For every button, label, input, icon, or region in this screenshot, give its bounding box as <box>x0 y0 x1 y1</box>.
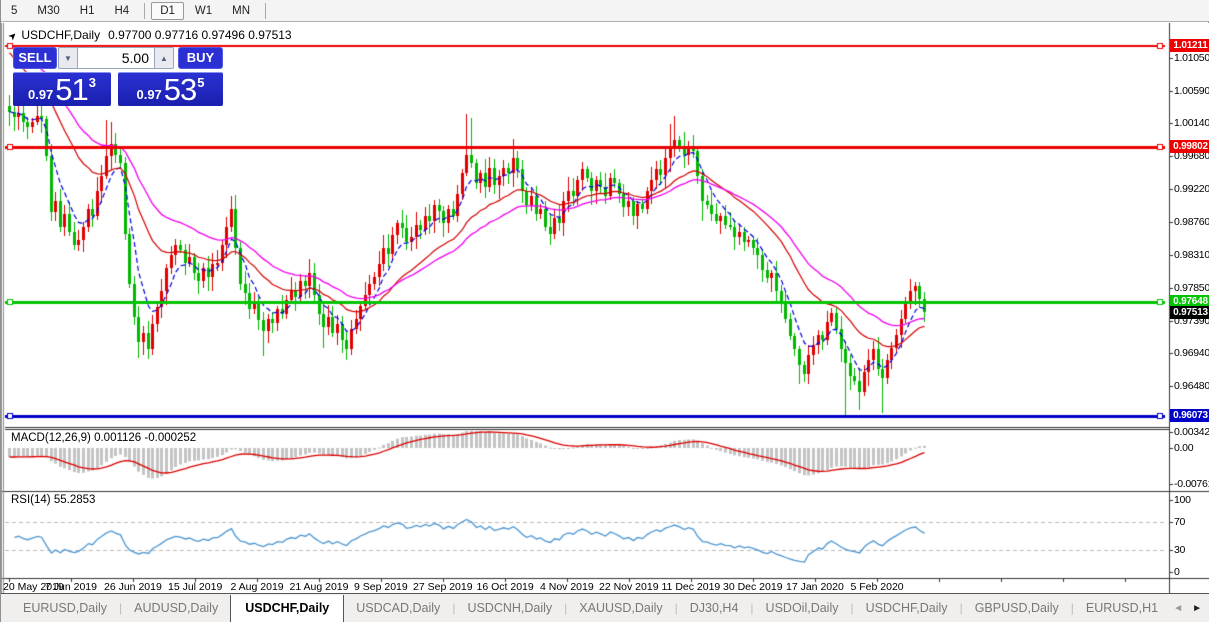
hline-price-tag[interactable]: 0.96073 <box>1170 409 1209 422</box>
price-chart-canvas[interactable] <box>1 23 1209 593</box>
bid-price-prefix: 0.97 <box>27 87 54 102</box>
date-axis-label: 21 Aug 2019 <box>289 581 349 593</box>
price-axis-tick-label: 0.99680 <box>1174 150 1209 162</box>
macd-label: MACD(12,26,9) <box>11 432 91 444</box>
chart-title: ➤USDCHF,Daily 0.97700 0.97716 0.97496 0.9… <box>6 28 292 44</box>
sell-button[interactable]: SELL <box>13 47 57 69</box>
chart-window: ➤USDCHF,Daily 0.97700 0.97716 0.97496 0.9… <box>1 23 1209 593</box>
timeframe-button-m30[interactable]: M30 <box>37 4 60 17</box>
tab-separator: | <box>750 601 754 615</box>
timeframe-button-w1[interactable]: W1 <box>194 4 213 17</box>
tab-separator: | <box>119 601 123 615</box>
toolbar-separator <box>265 2 267 19</box>
tab-scroll-controls: ◄ ► <box>1165 594 1209 622</box>
date-axis-label: 4 Nov 2019 <box>540 581 594 593</box>
volume-decrease-button[interactable]: ▼ <box>58 47 78 69</box>
timeframe-button-mn[interactable]: MN <box>232 4 251 17</box>
date-axis-label: 2 Aug 2019 <box>230 581 284 593</box>
tab-separator: | <box>959 601 963 615</box>
chart-ohlc-values: 0.97700 0.97716 0.97496 0.97513 <box>108 28 292 42</box>
rsi-axis-label: 100 <box>1174 494 1191 506</box>
ask-price-big-digits: 53 <box>163 71 197 107</box>
chart-tab-audusd-daily[interactable]: AUDUSD,Daily <box>134 601 219 615</box>
macd-axis-label: 0.003428 <box>1174 426 1209 438</box>
price-axis-tick-label: 1.00140 <box>1174 117 1209 129</box>
chart-tab-usdoil-daily[interactable]: USDOil,Daily <box>765 601 839 615</box>
date-axis-label: 17 Jan 2020 <box>786 581 844 593</box>
chart-symbol-label: USDCHF,Daily <box>21 28 101 42</box>
volume-increase-button[interactable]: ▲ <box>154 47 174 69</box>
date-axis-label: 5 Feb 2020 <box>850 581 904 593</box>
chart-tabs: EURUSD,Daily | AUDUSD,Daily USDCHF,Daily USD… <box>1 594 1165 622</box>
ask-price-prefix: 0.97 <box>136 87 162 102</box>
rsi-axis-label: 30 <box>1174 544 1186 556</box>
chart-tab-usdchf-daily[interactable]: USDCHF,Daily <box>230 594 345 622</box>
date-axis-label: 9 Sep 2019 <box>354 581 408 593</box>
rsi-axis-label: 70 <box>1174 516 1186 528</box>
chart-tab-bar: EURUSD,Daily | AUDUSD,Daily USDCHF,Daily USD… <box>1 593 1209 622</box>
date-axis-label: 30 Dec 2019 <box>723 581 783 593</box>
rsi-axis-label: 0 <box>1174 566 1180 578</box>
rsi-indicator-title: RSI(14) 55.2853 <box>11 494 95 506</box>
chart-tab-xauusd-daily[interactable]: XAUUSD,Daily <box>579 601 663 615</box>
ask-price-pipette: 5 <box>197 75 205 90</box>
date-axis-label: 26 Jun 2019 <box>104 581 162 593</box>
macd-indicator-title: MACD(12,26,9) 0.001126 -0.000252 <box>11 432 196 444</box>
date-axis-label: 16 Oct 2019 <box>476 581 534 593</box>
one-click-trading-panel: SELL ▼ ▲ BUY 0.97 51 3 0.97 53 5 <box>8 47 230 107</box>
price-axis-tick-label: 0.98760 <box>1174 216 1209 228</box>
ask-price-display: 0.97 53 5 <box>118 72 223 106</box>
tab-separator: | <box>674 601 678 615</box>
date-axis-label: 22 Nov 2019 <box>599 581 659 593</box>
macd-axis-label: -0.007615 <box>1174 478 1209 490</box>
chart-cursor-icon: ➤ <box>6 29 21 44</box>
chart-tab-usdchf-daily[interactable]: USDCHF,Daily <box>865 601 948 615</box>
macd-axis-label: 0.00 <box>1174 442 1194 454</box>
rsi-label: RSI(14) <box>11 494 51 506</box>
macd-values: 0.001126 -0.000252 <box>94 432 197 444</box>
price-axis-tick-label: 1.00590 <box>1174 85 1209 97</box>
chart-tab-usdcad-daily[interactable]: USDCAD,Daily <box>356 601 441 615</box>
bid-price-big-digits: 51 <box>55 71 88 107</box>
hline-price-tag[interactable]: 1.01211 <box>1170 39 1209 52</box>
chart-tab-eurusd-daily[interactable]: EURUSD,Daily <box>23 601 108 615</box>
date-axis-label: 27 Sep 2019 <box>413 581 473 593</box>
price-axis-tick-label: 1.01050 <box>1174 52 1209 64</box>
date-axis-label: 11 Dec 2019 <box>661 581 721 593</box>
date-axis-label: 7 Jun 2019 <box>45 581 97 593</box>
price-axis-tick-label: 0.98310 <box>1174 249 1209 261</box>
date-axis-label: 20 May 2019 <box>3 581 64 593</box>
timeframe-button-5[interactable]: 5 <box>11 4 18 17</box>
timeframe-button-h4[interactable]: H4 <box>114 4 130 17</box>
timeframe-button-h1[interactable]: H1 <box>79 4 95 17</box>
chart-tab-usdcnh-daily[interactable]: USDCNH,Daily <box>467 601 553 615</box>
bid-price-display: 0.97 51 3 <box>13 72 111 106</box>
tab-separator: | <box>1070 601 1074 615</box>
price-axis-tick-label: 0.96480 <box>1174 380 1209 392</box>
rsi-value: 55.2853 <box>53 494 96 506</box>
timeframe-toolbar: 5 M30 H1 H4 D1 W1 MN <box>1 0 1209 22</box>
bid-price-pipette: 3 <box>88 75 97 90</box>
volume-input[interactable] <box>78 47 154 69</box>
buy-button[interactable]: BUY <box>178 47 223 69</box>
current-price-tag: 0.97513 <box>1170 306 1209 319</box>
price-axis-tick-label: 0.97850 <box>1174 282 1209 294</box>
price-axis-tick-label: 0.99220 <box>1174 183 1209 195</box>
chart-tab-eurusd-h1[interactable]: EURUSD,H1 <box>1085 601 1159 615</box>
toolbar-separator <box>144 2 146 19</box>
date-axis-label: 15 Jul 2019 <box>168 581 223 593</box>
tab-separator: | <box>452 601 456 615</box>
tab-scroll-left-icon[interactable]: ◄ <box>1173 602 1184 614</box>
price-axis-tick-label: 0.96940 <box>1174 347 1209 359</box>
timeframe-button-d1[interactable]: D1 <box>151 1 184 20</box>
chart-tab-gbpusd-daily[interactable]: GBPUSD,Daily <box>974 601 1059 615</box>
tab-separator: | <box>564 601 568 615</box>
tab-separator: | <box>850 601 854 615</box>
hline-price-tag[interactable]: 0.97648 <box>1170 295 1209 308</box>
hline-price-tag[interactable]: 0.99802 <box>1170 140 1209 153</box>
tab-scroll-right-icon[interactable]: ► <box>1192 602 1202 614</box>
chart-tab-dj30-h4[interactable]: DJ30,H4 <box>689 601 739 615</box>
